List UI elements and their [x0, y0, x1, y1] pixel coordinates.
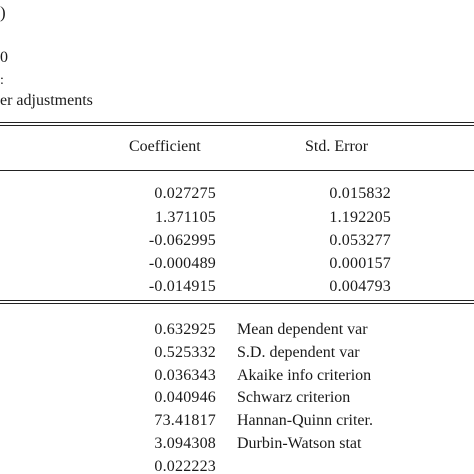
stat-label: Mean dependent var [237, 321, 368, 338]
stats-top-rule-double [0, 303, 474, 304]
stat-value: 73.41817 [154, 412, 216, 429]
stat-label: S.D. dependent var [237, 344, 360, 361]
table-top-rule [0, 122, 474, 123]
stat-value: 0.632925 [154, 321, 216, 338]
header-fragment-2: 0 [0, 49, 8, 66]
column-header-std-error: Std. Error [305, 138, 369, 155]
std-error-value: 0.015832 [329, 185, 391, 202]
stat-label: Hannan-Quinn criter. [237, 412, 373, 429]
std-error-value: 0.053277 [329, 232, 391, 249]
std-error-value: 0.000157 [329, 255, 391, 272]
std-error-value: 1.192205 [329, 209, 391, 226]
table-top-rule-double [0, 125, 474, 126]
column-header-coefficient: Coefficient [129, 138, 201, 155]
coefficient-value: 1.371105 [154, 209, 216, 226]
coefficient-value: 0.027275 [154, 185, 216, 202]
stats-top-rule [0, 300, 474, 301]
stat-label: Schwarz criterion [237, 389, 351, 406]
header-fragment-1: ) [0, 3, 6, 22]
stat-value: 0.022223 [154, 458, 216, 474]
stat-value: 0.525332 [154, 344, 216, 361]
coefficient-value: -0.000489 [148, 255, 216, 272]
sample-adjustments-note: er adjustments [0, 92, 93, 109]
stat-label: Akaike info criterion [237, 367, 372, 384]
coefficient-value: -0.014915 [148, 278, 216, 295]
header-fragment-3: : [0, 73, 4, 88]
header-bottom-rule [0, 170, 474, 171]
coefficient-value: -0.062995 [148, 232, 216, 249]
stat-value: 0.036343 [154, 367, 216, 384]
stat-value: 3.094308 [154, 435, 216, 452]
stat-value: 0.040946 [154, 389, 216, 406]
stat-label: Durbin-Watson stat [237, 435, 362, 452]
std-error-value: 0.004793 [329, 278, 391, 295]
